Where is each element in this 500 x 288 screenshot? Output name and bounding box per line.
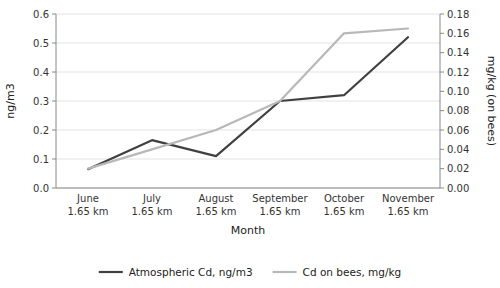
x-tick-label-line: 1.65 km [196,206,237,217]
x-tick-label-line: October [324,193,365,204]
y2-tick [440,130,444,131]
x-tick-label-line: June [76,193,99,204]
series-line [88,29,408,169]
y-tick-label: 0.3 [33,96,49,107]
y2-tick-label: 0.02 [447,163,469,174]
y-tick [52,101,56,102]
x-tick-label-line: November [382,193,435,204]
grid-line [56,188,440,189]
x-tick-label-line: July [142,193,161,204]
y-axis-label: ng/m3 [4,83,17,118]
y-tick [52,188,56,189]
y2-tick [440,72,444,73]
y2-tick [440,188,444,189]
chart: 0.0 0.1 0.2 0.3 0.4 0.5 0.6 0.00 0.02 0.04 0.06 0.0… [0,0,500,288]
series-line [88,37,408,169]
legend-label: Cd on bees, mg/kg [303,266,402,278]
x-tick-label: September 1.65 km [252,193,308,217]
x-tick-label-line: 1.65 km [388,206,429,217]
grid-line [56,14,440,15]
y2-axis-label: mg/kg (on bees) [485,56,498,146]
grid-line [56,43,440,44]
y2-tick-label: 0.00 [447,183,469,194]
x-tick-label: August 1.65 km [196,193,237,217]
y-tick [52,72,56,73]
y-tick-label: 0.5 [33,38,49,49]
y2-tick-label: 0.14 [447,47,469,58]
y2-tick [440,168,444,169]
legend: Atmospheric Cd, ng/m3 Cd on bees, mg/kg [99,266,401,278]
y2-tick-label: 0.04 [447,144,469,155]
y-tick [52,130,56,131]
legend-label: Atmospheric Cd, ng/m3 [129,266,253,278]
legend-item: Cd on bees, mg/kg [273,266,402,278]
y2-tick-label: 0.18 [447,9,469,20]
y-tick-label: 0.4 [33,67,49,78]
grid [56,14,440,188]
y-tick-label: 0.6 [33,9,49,20]
y2-tick [440,52,444,53]
y2-tick-label: 0.16 [447,28,469,39]
y-tick [52,43,56,44]
x-tick-label-line: August [199,193,234,204]
y2-axis-line [440,14,441,188]
x-tick-label: November 1.65 km [382,193,435,217]
grid-line [56,101,440,102]
x-tick-label-line: September [252,193,308,204]
y2-tick-label: 0.12 [447,67,469,78]
legend-item: Atmospheric Cd, ng/m3 [99,266,253,278]
y2-tick-label: 0.08 [447,105,469,116]
y-tick [52,14,56,15]
y-tick-label: 0.1 [33,154,49,165]
y2-tick [440,14,444,15]
y-tick [52,159,56,160]
legend-swatch [273,271,297,273]
y2-tick-label: 0.10 [447,86,469,97]
y2-tick [440,91,444,92]
x-tick-label-line: 1.65 km [132,206,173,217]
y2-tick-label: 0.06 [447,125,469,136]
x-tick-label: October 1.65 km [324,193,365,217]
x-tick-label: July 1.65 km [132,193,173,217]
x-axis-label: Month [231,224,266,237]
y2-tick [440,110,444,111]
x-tick-label-line: 1.65 km [260,206,301,217]
y-tick-label: 0.0 [33,183,49,194]
x-tick-label-line: 1.65 km [68,206,109,217]
y2-tick [440,33,444,34]
y-tick-label: 0.2 [33,125,49,136]
x-axis-line [56,188,440,189]
y2-tick [440,149,444,150]
x-tick-label: June 1.65 km [68,193,109,217]
x-tick-label-line: 1.65 km [324,206,365,217]
legend-swatch [99,271,123,273]
plot-area [88,29,408,170]
grid-line [56,72,440,73]
